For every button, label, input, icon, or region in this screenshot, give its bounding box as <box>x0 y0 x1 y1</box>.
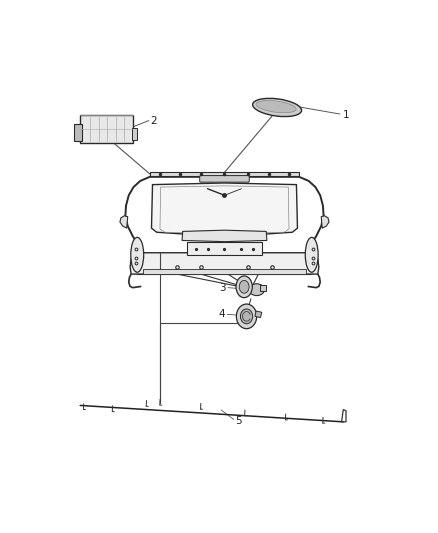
Text: 2: 2 <box>151 116 157 126</box>
Polygon shape <box>152 183 297 235</box>
Ellipse shape <box>253 99 302 117</box>
Bar <box>74 124 81 141</box>
Polygon shape <box>130 253 319 274</box>
Ellipse shape <box>239 280 249 293</box>
Ellipse shape <box>131 237 144 272</box>
Polygon shape <box>260 285 266 290</box>
Polygon shape <box>120 216 128 228</box>
Polygon shape <box>255 311 262 318</box>
Bar <box>132 127 137 140</box>
Text: 5: 5 <box>236 416 242 426</box>
Ellipse shape <box>237 304 257 329</box>
Bar <box>187 242 262 255</box>
Ellipse shape <box>240 309 253 324</box>
Text: 1: 1 <box>343 110 349 120</box>
Bar <box>143 269 306 274</box>
Ellipse shape <box>249 284 265 296</box>
Bar <box>80 115 133 143</box>
Bar <box>150 172 299 176</box>
Polygon shape <box>182 230 267 241</box>
Text: 4: 4 <box>219 309 226 319</box>
Ellipse shape <box>305 237 318 272</box>
Text: 3: 3 <box>219 282 226 293</box>
Ellipse shape <box>256 101 296 113</box>
Ellipse shape <box>236 276 252 297</box>
Polygon shape <box>321 216 329 228</box>
FancyBboxPatch shape <box>200 175 249 182</box>
